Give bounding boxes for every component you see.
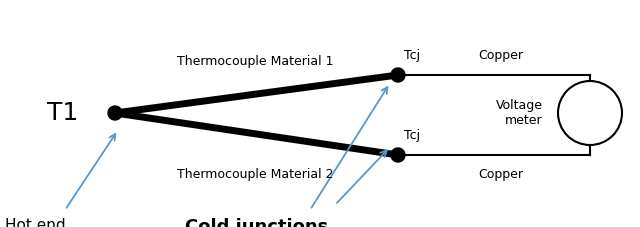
- Text: Tcj: Tcj: [404, 49, 420, 62]
- Text: Tcj: Tcj: [404, 129, 420, 142]
- Text: Thermocouple Material 1: Thermocouple Material 1: [177, 55, 333, 68]
- Text: Voltage
meter: Voltage meter: [496, 99, 543, 127]
- Circle shape: [558, 81, 622, 145]
- Text: Copper: Copper: [478, 168, 523, 181]
- Text: Copper: Copper: [478, 49, 523, 62]
- Circle shape: [108, 106, 122, 120]
- Text: Hot end: Hot end: [5, 218, 66, 227]
- Text: Cold junctions: Cold junctions: [185, 218, 328, 227]
- Text: T1: T1: [47, 101, 78, 125]
- Circle shape: [391, 68, 405, 82]
- Circle shape: [391, 148, 405, 162]
- Text: V: V: [582, 104, 598, 123]
- Text: Thermocouple Material 2: Thermocouple Material 2: [177, 168, 333, 181]
